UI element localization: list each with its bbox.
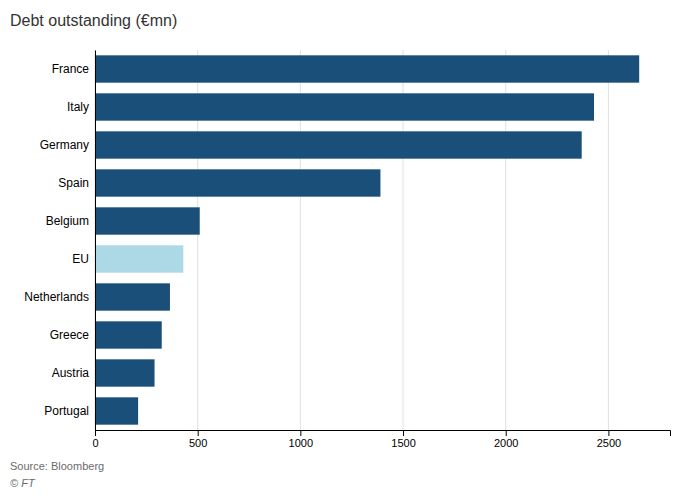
y-tick: Germany	[40, 138, 95, 152]
x-axis: 0 500 1000 1500 2000 2500	[92, 430, 670, 449]
grid-line	[95, 50, 96, 430]
y-axis: France Italy Germany Spain Belgium EU Netherla…	[24, 51, 95, 431]
x-tick-label: 1500	[391, 437, 415, 449]
chart: Debt outstanding (€mn) 0 500 1000 1500 2000 25…	[0, 0, 700, 500]
bar	[95, 359, 155, 386]
x-tick-label: 0	[92, 437, 98, 449]
x-tick-label: 2000	[494, 437, 518, 449]
x-tick: 2000	[494, 430, 518, 449]
x-tick: 500	[189, 430, 207, 449]
y-tick-label: Belgium	[46, 214, 89, 228]
bar	[95, 321, 162, 348]
bar	[95, 55, 639, 82]
x-tick-mark	[95, 430, 96, 436]
annotation: Source: Bloomberg	[10, 460, 104, 472]
x-tick: 0	[92, 430, 98, 449]
x-tick-mark	[198, 430, 199, 436]
x-tick-label: 2500	[597, 437, 621, 449]
y-tick-label: EU	[72, 252, 89, 266]
y-tick-label: Portugal	[44, 404, 89, 418]
x-tick-label: 500	[189, 437, 207, 449]
title: Debt outstanding (€mn)	[10, 12, 177, 29]
y-tick-label: France	[52, 62, 90, 76]
x-tick: 1500	[391, 430, 415, 449]
y-tick-label: Austria	[52, 366, 90, 380]
y-tick: Italy	[67, 100, 95, 114]
y-tick-label: Germany	[40, 138, 89, 152]
bar	[95, 283, 170, 310]
bar	[95, 131, 582, 158]
y-axis-line	[95, 51, 96, 431]
y-tick: Netherlands	[24, 290, 95, 304]
x-tick-mark	[300, 430, 301, 436]
x-tick-mark	[608, 430, 609, 436]
y-tick: EU	[72, 252, 95, 266]
y-tick-label: Greece	[50, 328, 90, 342]
y-tick: France	[52, 62, 95, 76]
y-tick: Belgium	[46, 214, 95, 228]
bars	[95, 55, 639, 424]
x-tick: 2500	[597, 430, 621, 449]
x-tick: 1000	[289, 430, 313, 449]
y-tick: Spain	[58, 176, 95, 190]
bar	[95, 397, 138, 424]
bar	[95, 245, 183, 272]
grid-line	[608, 50, 609, 430]
y-tick: Austria	[52, 366, 95, 380]
bar	[95, 207, 200, 234]
plot: 0 500 1000 1500 2000 2500 France Italy Germany Sp…	[24, 50, 670, 449]
x-tick-mark	[403, 430, 404, 436]
x-tick-mark	[506, 430, 507, 436]
x-axis-line	[96, 431, 671, 437]
y-tick-label: Spain	[58, 176, 89, 190]
annotation: © FT	[10, 477, 36, 489]
y-tick-label: Italy	[67, 100, 89, 114]
y-tick-label: Netherlands	[24, 290, 89, 304]
bar	[95, 169, 380, 196]
bar	[95, 93, 594, 120]
y-tick: Greece	[50, 328, 95, 342]
x-tick-label: 1000	[289, 437, 313, 449]
grid	[95, 50, 608, 430]
y-tick: Portugal	[44, 404, 95, 418]
annotations: Source: Bloomberg © FT	[10, 460, 104, 489]
